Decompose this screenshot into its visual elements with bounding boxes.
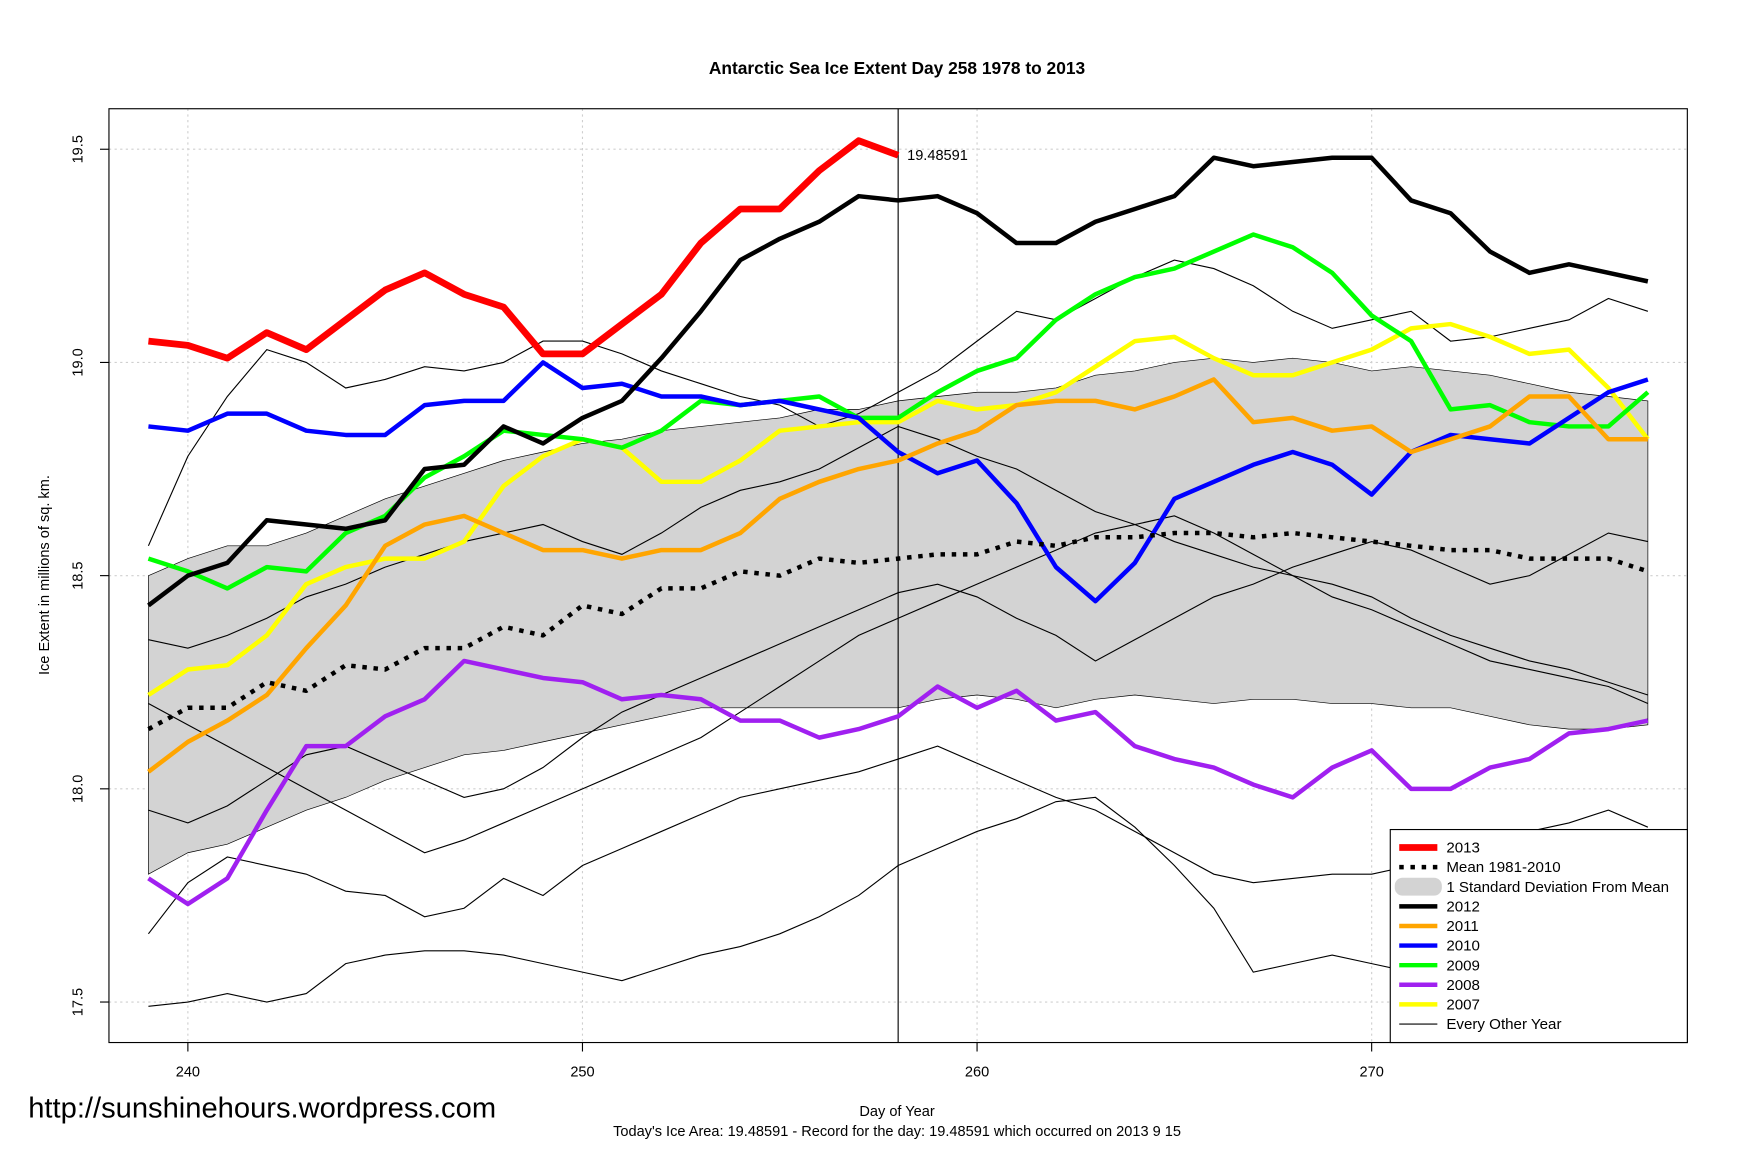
series-line xyxy=(147,321,1650,697)
legend-box xyxy=(1389,828,1688,1044)
series-line xyxy=(147,658,1649,907)
series-line xyxy=(148,360,1649,604)
axes: 240 250 260 270 17.5 18.0 18.5 19.0 19.5 19.48591 xyxy=(71,108,1688,1081)
y-tick-label: 19.0 xyxy=(71,348,87,376)
chart-title: Antarctic Sea Ice Extent Day 258 1978 to… xyxy=(709,58,1086,78)
plot-frame xyxy=(108,108,1688,1044)
y-axis-label: Ice Extent in millions of sq. km. xyxy=(37,475,53,675)
series-line xyxy=(147,530,1649,732)
source-url: http://sunshinehours.wordpress.com xyxy=(28,1092,496,1124)
legend-label: 1 Standard Deviation From Mean xyxy=(1446,879,1669,896)
legend-label: Mean 1981-2010 xyxy=(1446,859,1560,876)
series-line xyxy=(147,377,1648,774)
y-tick-label: 17.5 xyxy=(71,988,87,1016)
legend-swatch xyxy=(1394,877,1442,896)
x-tick-label: 260 xyxy=(965,1065,989,1081)
legend-label: 2013 xyxy=(1446,840,1480,857)
legend-label: 2007 xyxy=(1446,997,1480,1014)
legend-label: 2010 xyxy=(1446,938,1480,955)
legend-label: 2012 xyxy=(1446,898,1480,915)
legend-label: 2008 xyxy=(1446,977,1480,994)
y-tick-label: 18.0 xyxy=(71,775,87,803)
y-tick-label: 19.5 xyxy=(71,135,87,163)
legend-label: 2011 xyxy=(1446,918,1479,935)
legend-label: 2009 xyxy=(1446,957,1480,974)
legend-label: Every Other Year xyxy=(1446,1016,1561,1033)
footer-note: Today's Ice Area: 19.48591 - Record for … xyxy=(613,1124,1181,1140)
series-line xyxy=(147,155,1649,608)
x-axis-label: Day of Year xyxy=(859,1104,934,1120)
legend: 2013 Mean 1981-2010 1 Standard Deviation F… xyxy=(1389,828,1688,1044)
x-tick-label: 240 xyxy=(176,1065,200,1081)
series-line xyxy=(148,137,900,362)
x-tick-label: 270 xyxy=(1360,1065,1384,1081)
plot-area xyxy=(108,108,1688,1043)
data-label: 19.48591 xyxy=(907,148,968,164)
y-tick-label: 18.5 xyxy=(71,561,87,589)
x-tick-label: 250 xyxy=(570,1065,594,1081)
